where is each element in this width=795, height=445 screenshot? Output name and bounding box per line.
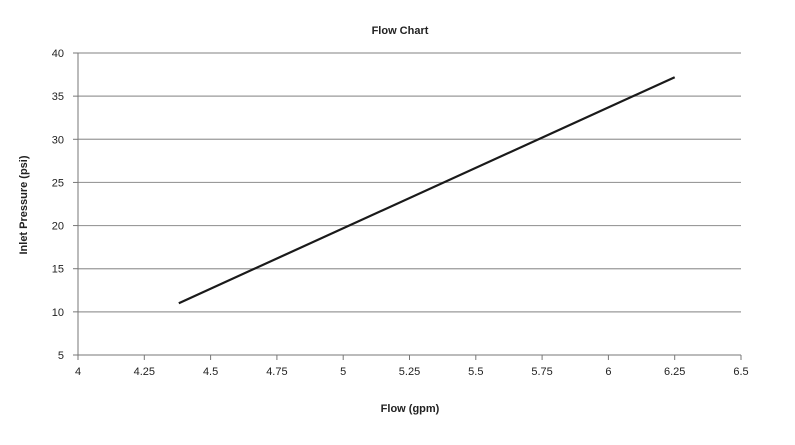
y-axis-ticks: 5 10 15 20 25 30 35 40 bbox=[52, 48, 78, 362]
axes bbox=[77, 53, 741, 356]
y-axis-title: Inlet Pressure (psi) bbox=[18, 155, 30, 254]
y-tick-label: 5 bbox=[58, 350, 64, 362]
y-tick-label: 20 bbox=[52, 221, 64, 233]
y-tick-label: 25 bbox=[52, 177, 64, 189]
x-tick-label: 5.75 bbox=[531, 366, 552, 378]
x-tick-label: 4.5 bbox=[203, 366, 218, 378]
y-tick-label: 35 bbox=[52, 91, 64, 103]
y-tick-label: 30 bbox=[52, 134, 64, 146]
y-tick-label: 10 bbox=[52, 307, 64, 319]
gridlines bbox=[78, 52, 741, 313]
y-tick-label: 40 bbox=[52, 48, 64, 60]
x-axis-title: Flow (gpm) bbox=[381, 403, 440, 415]
x-axis-ticks: 4 4.25 4.5 4.75 5 5.25 5.5 5.75 6 6.25 6.5 bbox=[75, 355, 749, 378]
x-tick-label: 5.25 bbox=[399, 366, 420, 378]
y-tick-label: 15 bbox=[52, 264, 64, 276]
chart-title: Flow Chart bbox=[372, 25, 429, 37]
x-tick-label: 5.5 bbox=[468, 366, 483, 378]
x-tick-label: 6 bbox=[605, 366, 611, 378]
x-tick-label: 4.75 bbox=[266, 366, 287, 378]
series-line bbox=[178, 76, 676, 305]
x-tick-label: 6.25 bbox=[664, 366, 685, 378]
x-tick-label: 6.5 bbox=[733, 366, 748, 378]
x-tick-label: 5 bbox=[340, 366, 346, 378]
x-tick-label: 4 bbox=[75, 366, 81, 378]
x-tick-label: 4.25 bbox=[134, 366, 155, 378]
plot-area bbox=[178, 76, 676, 305]
